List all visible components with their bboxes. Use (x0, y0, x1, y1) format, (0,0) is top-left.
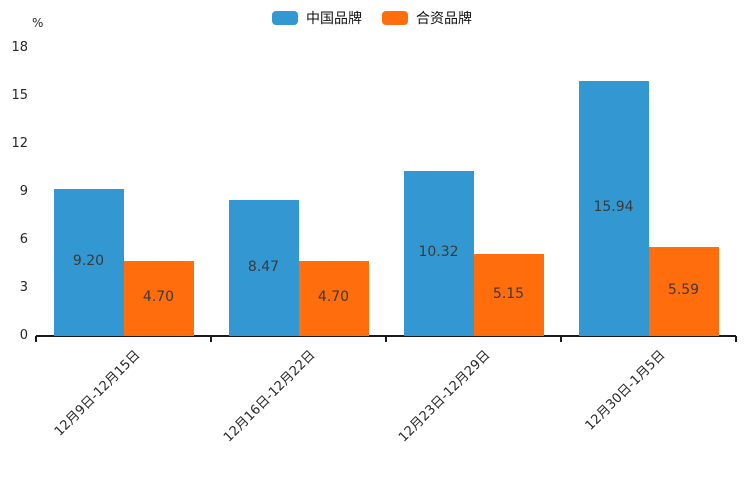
y-tick-label: 15 (11, 88, 28, 103)
bar-合资品牌 (298, 260, 369, 336)
y-tick-label: 9 (19, 184, 28, 199)
y-tick-label: 12 (11, 136, 28, 151)
legend-label: 中国品牌 (306, 11, 362, 27)
x-axis-tick (210, 336, 212, 342)
y-tick-label: 18 (11, 40, 28, 55)
bar-中国品牌 (228, 200, 299, 336)
x-axis-tick (560, 336, 562, 342)
bar-中国品牌 (403, 170, 474, 336)
y-tick-label: 3 (19, 280, 28, 295)
x-axis-label: 12月30日-1月5日 (582, 347, 668, 434)
legend-item-中国品牌[interactable]: 中国品牌 (272, 8, 362, 28)
bar-中国品牌 (53, 188, 124, 336)
bar-value-label: 9.20 (72, 253, 105, 270)
x-axis-label: 12月16日-12月22日 (220, 347, 318, 446)
bar-value-label: 8.47 (247, 259, 280, 276)
y-axis-unit-label: % (32, 16, 44, 30)
bar-value-label: 5.15 (492, 285, 525, 302)
bar-合资品牌 (648, 246, 719, 336)
bar-合资品牌 (123, 260, 194, 336)
bar-value-label: 15.94 (593, 199, 634, 216)
bar-合资品牌 (473, 253, 544, 336)
legend-label: 合资品牌 (416, 11, 472, 27)
bar-value-label: 4.70 (317, 289, 350, 306)
legend-swatch-icon (382, 11, 408, 25)
legend-item-合资品牌[interactable]: 合资品牌 (382, 8, 472, 28)
bar-value-label: 10.32 (418, 244, 459, 261)
x-axis-tick (35, 336, 37, 342)
legend-swatch-icon (272, 11, 298, 25)
x-axis-label: 12月9日-12月15日 (51, 347, 143, 440)
bar-中国品牌 (578, 80, 649, 336)
x-axis-tick (735, 336, 737, 342)
bar-value-label: 4.70 (142, 289, 175, 306)
bar-value-label: 5.59 (667, 282, 700, 299)
x-axis-label: 12月23日-12月29日 (395, 347, 493, 446)
y-tick-label: 6 (19, 232, 28, 247)
chart-legend: 中国品牌 合资品牌 (0, 8, 744, 28)
y-tick-label: 0 (19, 328, 28, 343)
x-axis-tick (385, 336, 387, 342)
